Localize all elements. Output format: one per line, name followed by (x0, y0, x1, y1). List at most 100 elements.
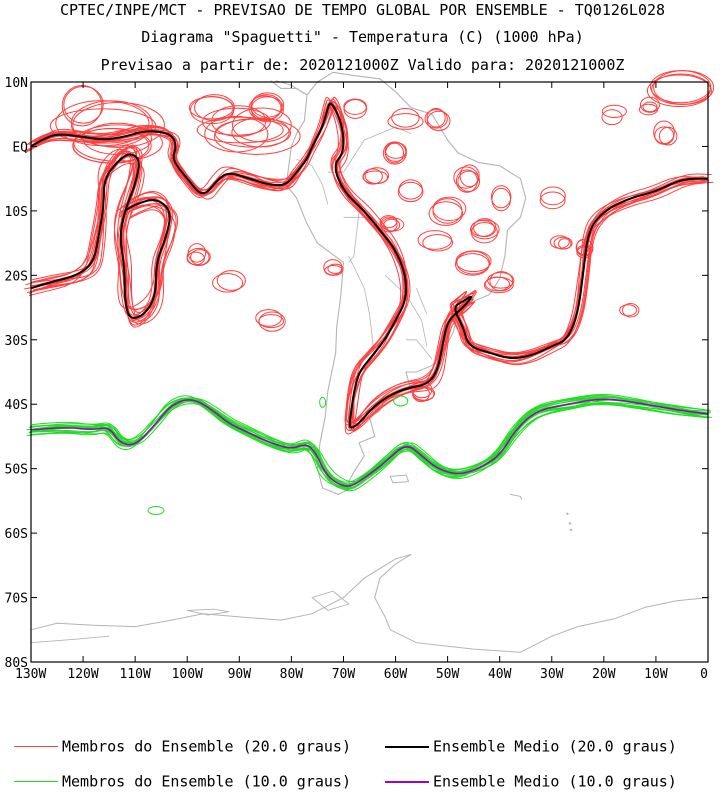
border-line (384, 275, 428, 347)
member-20-loop (622, 303, 640, 318)
legend-label: Ensemble Medio (10.0 graus) (433, 772, 677, 791)
member-20-loop (422, 234, 454, 252)
member-20-loop (489, 271, 514, 292)
member-20-loop (248, 95, 282, 121)
legend-label: Ensemble Medio (20.0 graus) (433, 737, 677, 756)
legend-item-members-10: Membros do Ensemble (10.0 graus) (14, 770, 351, 792)
title-line-1: CPTEC/INPE/MCT - PREVISAO DE TEMPO GLOBA… (59, 1, 666, 19)
member-20-loop (323, 259, 343, 276)
member-20-loop (459, 164, 480, 188)
member-20-loop (397, 181, 424, 203)
lat-tick-label: EQ (12, 140, 28, 155)
member-20-loop (382, 141, 407, 165)
member-20-loop (601, 109, 623, 126)
member-20-loop (642, 101, 658, 113)
member-10-loop (147, 506, 165, 516)
member-20-loop (216, 270, 246, 291)
member-10-loop (393, 395, 409, 407)
legend-label: Membros do Ensemble (10.0 graus) (62, 772, 351, 791)
lon-tick-label: 90W (228, 667, 252, 682)
member-20-loop (558, 238, 572, 250)
member-20-loop (61, 84, 103, 127)
lon-tick-label: 20W (592, 667, 616, 682)
member-20-contour (31, 104, 710, 429)
border-line (416, 288, 428, 315)
member-10-contour (26, 393, 709, 488)
coast-antarctica (30, 553, 709, 653)
ensemble-mean-lines (30, 102, 709, 487)
member-20-contour (26, 144, 167, 322)
member-20-contour (25, 156, 168, 317)
member-20-loop (186, 247, 211, 266)
member-20-loop (190, 249, 210, 266)
member-20-contour (26, 101, 707, 425)
member-20-loop (258, 314, 284, 329)
member-20-loop (212, 273, 244, 293)
member-20-loop (653, 120, 675, 145)
lon-tick-label: 120W (67, 667, 98, 682)
lat-tick-label: 10N (5, 76, 28, 91)
member-20-loop (639, 96, 661, 113)
member-20-contour (32, 103, 707, 427)
member-20-loop (483, 276, 514, 294)
title-line-3: Previsao a partir de: 2020121000Z Valido… (100, 56, 625, 74)
legend-item-mean-10: Ensemble Medio (10.0 graus) (385, 770, 677, 792)
member-20-loop (412, 387, 435, 402)
member-20-loop (411, 380, 433, 399)
member-20-loop (619, 304, 638, 317)
lon-tick-label: 60W (384, 667, 408, 682)
member-20-loop (82, 122, 153, 155)
member-20-loop (380, 216, 398, 233)
member-10-contour (30, 397, 711, 485)
lat-tick-label: 20S (5, 269, 28, 284)
member-20-loop (456, 250, 490, 275)
lon-tick-label: 80W (280, 667, 304, 682)
member-20-loop (651, 73, 711, 105)
member-20-loop (213, 117, 301, 155)
legend-item-members-20: Membros do Ensemble (20.0 graus) (14, 735, 351, 757)
member-20-loop (72, 128, 150, 164)
coast-central-america (270, 80, 308, 96)
member-20-loop (457, 170, 481, 192)
member-20-loop (187, 243, 207, 263)
member-20-loop (426, 107, 446, 128)
member-20-loop (455, 250, 492, 273)
coast-falklands (389, 474, 410, 484)
lon-tick-label: 100W (172, 667, 203, 682)
member-20-loop (540, 186, 566, 206)
member-20-loop (49, 108, 157, 144)
member-20-loop (385, 142, 405, 164)
member-20-loop (428, 201, 464, 226)
member-20-loop (327, 263, 344, 274)
member-10-loop (319, 396, 327, 408)
member-20-loop (658, 126, 678, 146)
lon-tick-label: 50W (436, 667, 460, 682)
member-20-contour (29, 160, 174, 313)
lon-tick-label: 110W (119, 667, 150, 682)
member-20-loop (549, 235, 570, 249)
member-20-contour (28, 146, 172, 320)
lat-tick-label: 40S (5, 398, 28, 413)
member-20-loop (455, 169, 478, 193)
member-20-loop (343, 98, 367, 115)
member-20-loop (391, 108, 420, 128)
title-line-2: Diagrama "Spaguetti" - Temperatura (C) (… (141, 28, 584, 46)
legend-swatch-green (14, 781, 58, 782)
member-20-loop (649, 70, 712, 104)
member-20-loop (426, 110, 451, 132)
member-20-loop (424, 109, 448, 129)
legend-swatch-black (385, 745, 429, 748)
member-20-loop (539, 191, 566, 210)
member-20-loop (381, 217, 405, 232)
member-20-loop (469, 219, 500, 240)
coast-ice-shelf (30, 635, 110, 644)
members-20-contours (24, 70, 715, 435)
member-20-loop (490, 185, 512, 209)
border-line (406, 339, 433, 360)
border-line (348, 210, 360, 263)
mean-20-isotherm (30, 102, 708, 429)
lat-tick-label: 10S (5, 205, 28, 220)
member-20-contour (24, 162, 167, 316)
